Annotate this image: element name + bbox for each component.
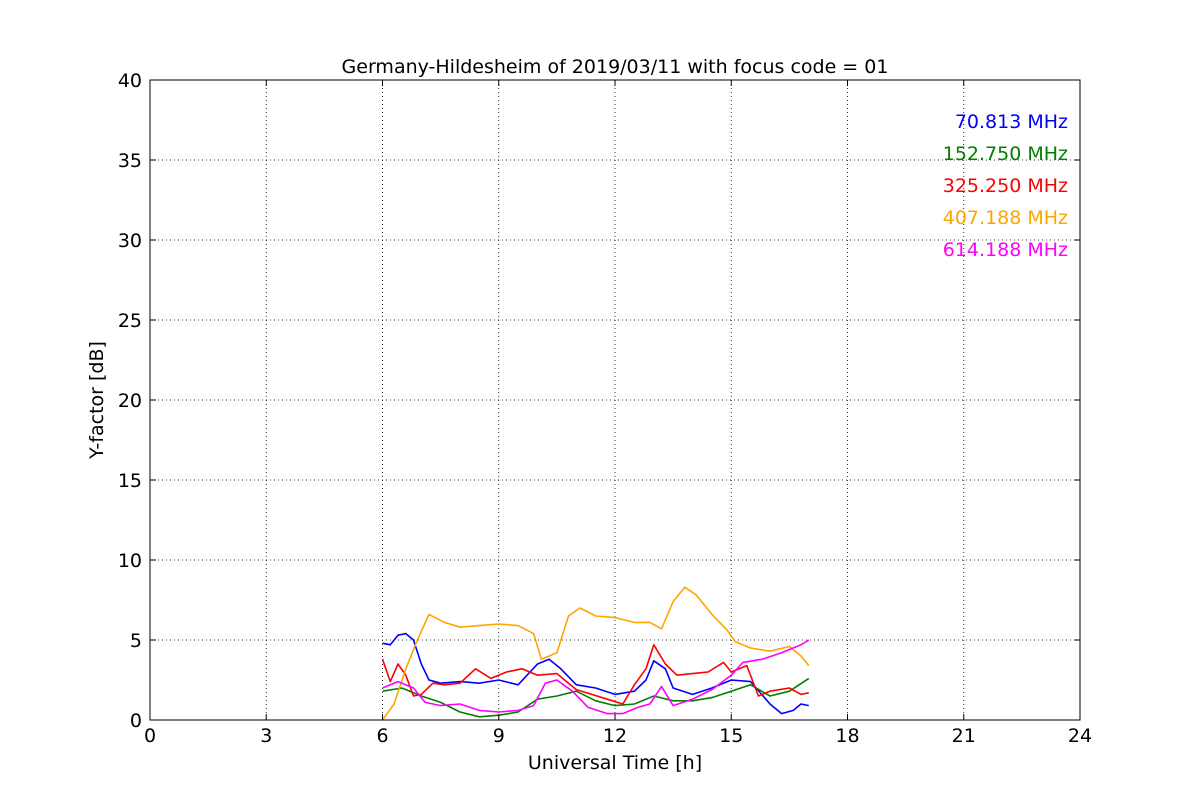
y-tick-label: 0 [130, 710, 142, 732]
series-line-1 [382, 632, 809, 715]
x-tick-label: 15 [719, 725, 743, 747]
y-tick-label: 20 [118, 390, 142, 412]
series-line-3 [381, 644, 809, 705]
series-line-5 [382, 639, 810, 715]
y-tick-label: 10 [118, 550, 142, 572]
series-line-4 [381, 586, 810, 720]
chart-title: Germany-Hildesheim of 2019/03/11 with fo… [342, 56, 889, 78]
legend-entry-4: 407.188 MHz [943, 207, 1068, 229]
y-tick-label: 30 [118, 230, 142, 252]
x-tick-label: 3 [260, 725, 272, 747]
x-tick-label: 6 [376, 725, 388, 747]
x-tick-label: 0 [144, 725, 156, 747]
x-tick-label: 12 [603, 725, 627, 747]
x-tick-label: 18 [835, 725, 859, 747]
x-axis-label: Universal Time [h] [528, 752, 702, 774]
y-tick-label: 15 [118, 470, 142, 492]
y-tick-label: 25 [118, 310, 142, 332]
legend-entry-2: 152.750 MHz [943, 143, 1068, 165]
x-tick-label: 9 [493, 725, 505, 747]
grid-lines [150, 80, 1080, 720]
legend-entry-3: 325.250 MHz [943, 175, 1068, 197]
x-tick-label: 24 [1068, 725, 1092, 747]
x-tick-label: 21 [952, 725, 976, 747]
y-tick-label: 40 [118, 70, 142, 92]
legend-entry-1: 70.813 MHz [955, 111, 1068, 133]
legend-entry-5: 614.188 MHz [943, 239, 1068, 261]
legend: 70.813 MHz 152.750 MHz 325.250 MHz 407.188 … [943, 111, 1068, 261]
series-line-2 [382, 677, 810, 718]
series-layer [381, 586, 810, 720]
y-tick-label: 5 [130, 630, 142, 652]
y-axis-label: Y-factor [dB] [86, 341, 108, 460]
axis-ticks: 0 3 6 9 12 15 18 21 24 0 5 10 15 20 25 30 35 40 [118, 70, 1092, 747]
y-tick-label: 35 [118, 150, 142, 172]
